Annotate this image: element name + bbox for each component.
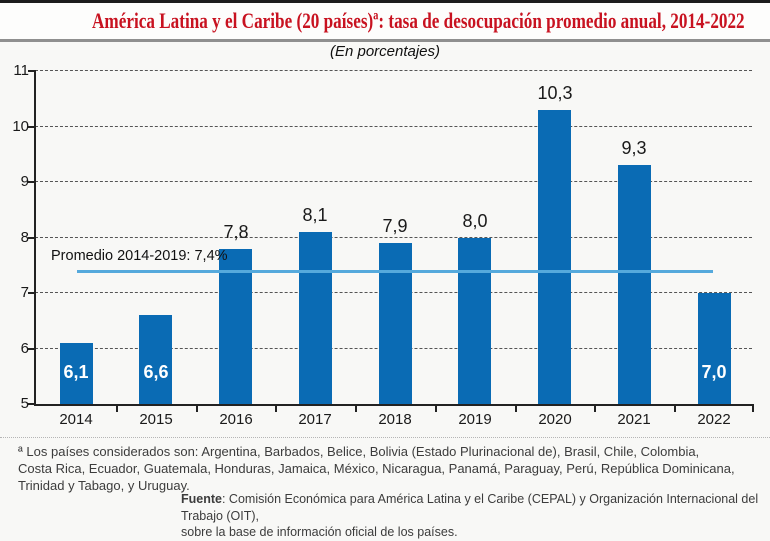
footnote-separator-rule xyxy=(0,437,770,438)
bar-value-label: 6,1 xyxy=(63,362,89,382)
x-tick xyxy=(196,406,198,412)
x-tick-label: 2019 xyxy=(458,411,492,428)
bar xyxy=(299,232,332,404)
x-tick-label: 2017 xyxy=(298,411,332,428)
source-note: Fuente: Comisión Económica para América … xyxy=(181,491,766,541)
y-tick-label: 5 xyxy=(20,395,29,412)
bar-value-label: 7,0 xyxy=(701,362,727,382)
x-tick-label: 2021 xyxy=(617,411,651,428)
bar xyxy=(698,293,731,404)
x-tick-label: 2016 xyxy=(219,411,253,428)
bar-value-label: 7,8 xyxy=(223,222,249,242)
y-gridline xyxy=(35,237,752,238)
bar xyxy=(219,249,252,404)
bar-value-label: 8,0 xyxy=(462,211,488,231)
x-tick xyxy=(515,406,517,412)
title-underline-rule xyxy=(0,39,770,42)
x-tick-label: 2022 xyxy=(697,411,731,428)
y-gridline xyxy=(35,70,752,71)
y-tick xyxy=(28,181,36,183)
y-tick xyxy=(28,126,36,128)
bar xyxy=(379,243,412,404)
top-border-rule xyxy=(0,0,770,3)
bar-value-label: 6,6 xyxy=(143,362,169,382)
bar xyxy=(139,315,172,404)
y-tick xyxy=(28,403,36,405)
y-tick xyxy=(28,292,36,294)
footnote: ª Los países considerados son: Argentina… xyxy=(18,443,758,494)
chart-title: América Latina y el Caribe (20 países)ª:… xyxy=(92,8,745,33)
y-axis xyxy=(34,70,36,406)
y-tick xyxy=(28,348,36,350)
x-tick xyxy=(594,406,596,412)
x-tick xyxy=(752,406,754,412)
footnote-line: Costa Rica, Ecuador, Guatemala, Honduras… xyxy=(18,461,735,476)
y-tick-label: 6 xyxy=(20,340,29,357)
x-tick-label: 2020 xyxy=(538,411,572,428)
y-tick-label: 11 xyxy=(13,62,29,79)
x-tick-label: 2015 xyxy=(139,411,173,428)
y-tick-label: 10 xyxy=(12,118,29,135)
bar-value-label: 8,1 xyxy=(302,205,328,225)
average-line xyxy=(77,270,713,273)
bar-value-label: 10,3 xyxy=(537,83,573,103)
x-tick xyxy=(275,406,277,412)
bar xyxy=(60,343,93,404)
y-tick xyxy=(28,237,36,239)
x-axis xyxy=(34,404,754,406)
y-tick-label: 9 xyxy=(20,173,29,190)
y-gridline xyxy=(35,181,752,182)
x-tick-label: 2018 xyxy=(378,411,412,428)
y-gridline xyxy=(35,126,752,127)
x-tick xyxy=(435,406,437,412)
average-line-label: Promedio 2014-2019: 7,4% xyxy=(51,248,228,264)
y-tick-label: 8 xyxy=(20,229,29,246)
source-text-line2: sobre la base de información oficial de … xyxy=(181,525,458,539)
source-text-line1: : Comisión Económica para América Latina… xyxy=(181,492,759,523)
bar-chart: 5 6 7 8 9 10 11 6,1 2014 6,6 2015 7,8 2016 8,1 2017 7,9… xyxy=(12,62,754,428)
y-tick xyxy=(28,70,36,72)
x-tick-label: 2014 xyxy=(59,411,93,428)
x-tick xyxy=(116,406,118,412)
y-tick-label: 7 xyxy=(20,284,29,301)
bar-value-label: 9,3 xyxy=(621,138,647,158)
bar-value-label: 7,9 xyxy=(382,216,408,236)
footnote-line: Trinidad y Tabago, y Uruguay. xyxy=(18,478,190,493)
chart-subtitle: (En porcentajes) xyxy=(329,43,441,60)
source-label: Fuente xyxy=(181,492,222,506)
title-band: América Latina y el Caribe (20 países)ª:… xyxy=(0,3,770,39)
x-tick xyxy=(674,406,676,412)
x-tick xyxy=(355,406,357,412)
bar xyxy=(618,165,651,404)
bar xyxy=(458,238,491,404)
footnote-line: ª Los países considerados son: Argentina… xyxy=(18,444,700,459)
bar xyxy=(538,110,571,404)
